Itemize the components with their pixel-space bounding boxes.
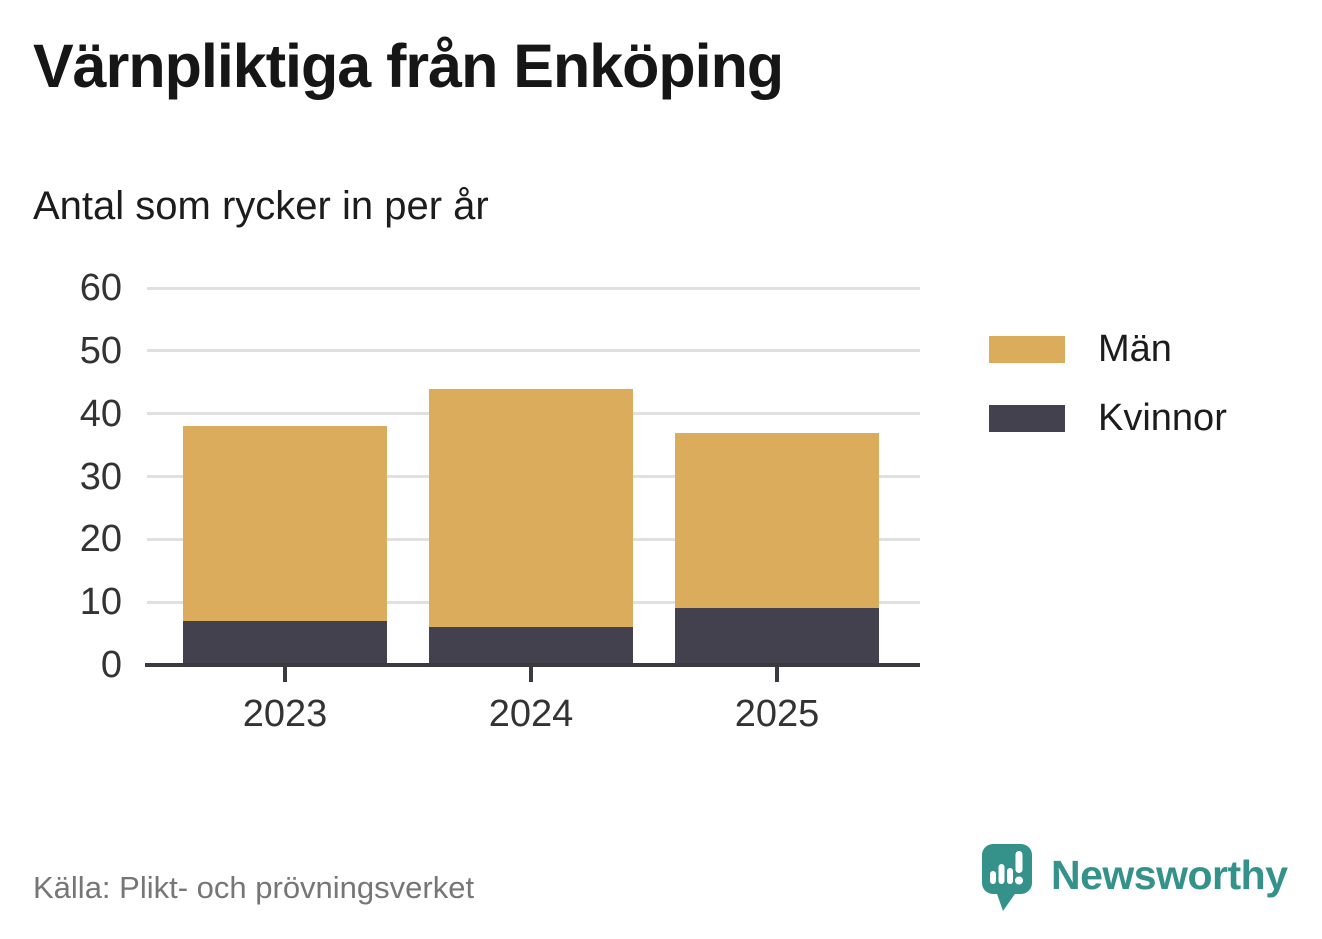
- y-axis-tick-label: 30: [79, 455, 122, 498]
- brand-name: Newsworthy: [1051, 852, 1288, 898]
- bar-2023-kvinnor: [183, 621, 387, 665]
- bar-2025-kvinnor: [675, 608, 879, 665]
- legend-label-kvinnor: Kvinnor: [1098, 397, 1227, 439]
- x-axis-tick: [529, 667, 533, 682]
- bar-2023-män: [183, 426, 387, 621]
- newsworthy-bubble-chart-icon: [982, 844, 1032, 911]
- y-axis-tick-label: 20: [79, 518, 122, 561]
- y-axis-tick-label: 50: [79, 329, 122, 372]
- x-axis-tick: [283, 667, 287, 682]
- y-axis-tick-label: 0: [100, 644, 122, 686]
- y-axis-tick-label: 40: [79, 392, 122, 435]
- x-axis-tick-label: 2023: [242, 693, 328, 735]
- legend-item-kvinnor: Kvinnor: [989, 398, 1227, 438]
- source-note: Källa: Plikt- och prövningsverket: [33, 870, 475, 905]
- y-axis-tick-label: 10: [79, 581, 122, 624]
- brand-logo: Newsworthy: [981, 843, 1288, 915]
- legend-item-men: Män: [989, 329, 1227, 369]
- x-axis-line: [145, 663, 920, 667]
- legend: Män Kvinnor: [989, 329, 1227, 438]
- bar-2025-män: [675, 432, 879, 609]
- legend-label-men: Män: [1098, 328, 1172, 370]
- chart-subtitle: Antal som rycker in per år: [33, 184, 489, 228]
- legend-swatch-men: [989, 335, 1065, 363]
- x-axis-tick: [775, 667, 779, 682]
- y-axis-tick-label: 60: [79, 267, 122, 309]
- chart-title: Värnpliktiga från Enköping: [33, 32, 784, 100]
- bar-2024-män: [429, 388, 633, 628]
- x-axis-tick-label: 2025: [734, 693, 820, 735]
- gridline-y-60: [147, 286, 920, 290]
- legend-swatch-kvinnor: [989, 404, 1065, 432]
- x-axis-tick-label: 2024: [488, 693, 574, 735]
- bar-2024-kvinnor: [429, 627, 633, 665]
- gridline-y-50: [147, 349, 920, 353]
